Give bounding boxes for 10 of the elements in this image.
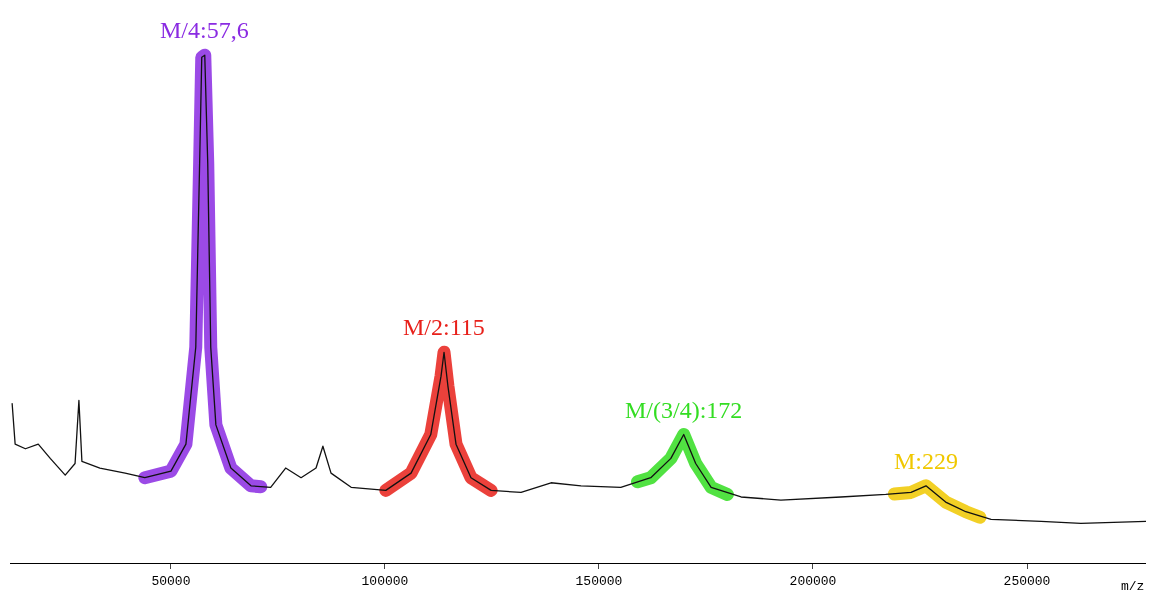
annotation: M/(3/4):172 <box>625 397 743 423</box>
annotation: M/2:115 <box>403 314 485 340</box>
x-tick-label: 100000 <box>361 573 409 589</box>
annotation: M/4:57,6 <box>160 17 249 43</box>
x-tick-label: 150000 <box>575 573 623 589</box>
x-tick-label: 50000 <box>151 573 191 589</box>
x-tick-label: 200000 <box>789 573 837 589</box>
x-tick-label: 250000 <box>1003 573 1051 589</box>
x-axis-title: m/z <box>1121 579 1145 594</box>
annotation: M:229 <box>894 448 959 474</box>
